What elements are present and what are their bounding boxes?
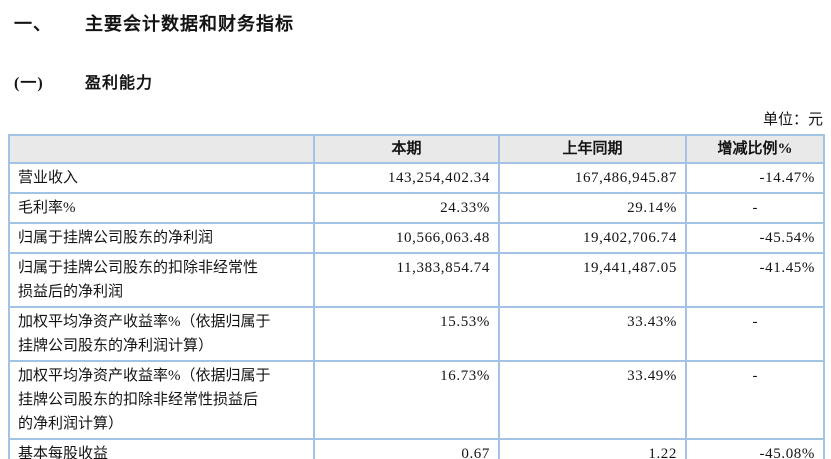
row-label: 归属于挂牌公司股东的扣除非经常性 损益后的净利润: [8, 252, 315, 308]
subsection-title: 盈利能力: [85, 75, 154, 92]
row-value-change: -: [685, 306, 825, 362]
row-value-change: -45.54%: [685, 222, 825, 254]
table-header-row: 本期 上年同期 增减比例%: [8, 134, 825, 164]
table-row: 基本每股收益 0.67 1.22 -45.08%: [8, 438, 825, 459]
table-row: 归属于挂牌公司股东的扣除非经常性 损益后的净利润 11,383,854.74 1…: [8, 252, 825, 308]
row-label: 归属于挂牌公司股东的净利润: [8, 222, 315, 254]
row-value-change: -: [685, 192, 825, 224]
col-header-indicator: [8, 134, 315, 164]
row-value-current: 10,566,063.48: [313, 222, 500, 254]
col-header-change-ratio: 增减比例%: [685, 134, 825, 164]
subsection-number: (一): [14, 75, 44, 92]
row-value-prior: 1.22: [498, 438, 687, 459]
row-value-change: -45.08%: [685, 438, 825, 459]
row-value-current: 11,383,854.74: [313, 252, 500, 308]
row-value-current: 24.33%: [313, 192, 500, 224]
row-label: 基本每股收益: [8, 438, 315, 459]
row-value-prior: 33.43%: [498, 306, 687, 362]
table-body: 营业收入 143,254,402.34 167,486,945.87 -14.4…: [8, 162, 825, 459]
row-value-prior: 29.14%: [498, 192, 687, 224]
row-value-current: 0.67: [313, 438, 500, 459]
row-value-change: -41.45%: [685, 252, 825, 308]
row-label: 营业收入: [8, 162, 315, 194]
table-row: 加权平均净资产收益率%（依据归属于 挂牌公司股东的净利润计算） 15.53% 3…: [8, 306, 825, 362]
subsection-heading: (一) 盈利能力: [0, 36, 831, 93]
row-value-change: -14.47%: [685, 162, 825, 194]
row-label: 加权平均净资产收益率%（依据归属于 挂牌公司股东的扣除非经常性损益后 的净利润计…: [8, 360, 315, 440]
section-title: 主要会计数据和财务指标: [85, 14, 294, 34]
col-header-prior-period: 上年同期: [498, 134, 687, 164]
unit-note: 单位：元: [762, 112, 823, 128]
table-row: 归属于挂牌公司股东的净利润 10,566,063.48 19,402,706.7…: [8, 222, 825, 254]
table-row: 加权平均净资产收益率%（依据归属于 挂牌公司股东的扣除非经常性损益后 的净利润计…: [8, 360, 825, 440]
row-value-prior: 19,441,487.05: [498, 252, 687, 308]
section-number: 一、: [14, 14, 52, 34]
row-value-change: -: [685, 360, 825, 440]
col-header-current-period: 本期: [313, 134, 500, 164]
profitability-table: 本期 上年同期 增减比例% 营业收入 143,254,402.34 167,48…: [8, 134, 825, 459]
row-value-prior: 19,402,706.74: [498, 222, 687, 254]
row-value-current: 143,254,402.34: [313, 162, 500, 194]
row-value-prior: 167,486,945.87: [498, 162, 687, 194]
section-heading: 一、 主要会计数据和财务指标: [0, 0, 831, 36]
row-value-prior: 33.49%: [498, 360, 687, 440]
row-value-current: 15.53%: [313, 306, 500, 362]
table-row: 营业收入 143,254,402.34 167,486,945.87 -14.4…: [8, 162, 825, 194]
row-value-current: 16.73%: [313, 360, 500, 440]
table-row: 毛利率% 24.33% 29.14% -: [8, 192, 825, 224]
row-label: 加权平均净资产收益率%（依据归属于 挂牌公司股东的净利润计算）: [8, 306, 315, 362]
row-label: 毛利率%: [8, 192, 315, 224]
